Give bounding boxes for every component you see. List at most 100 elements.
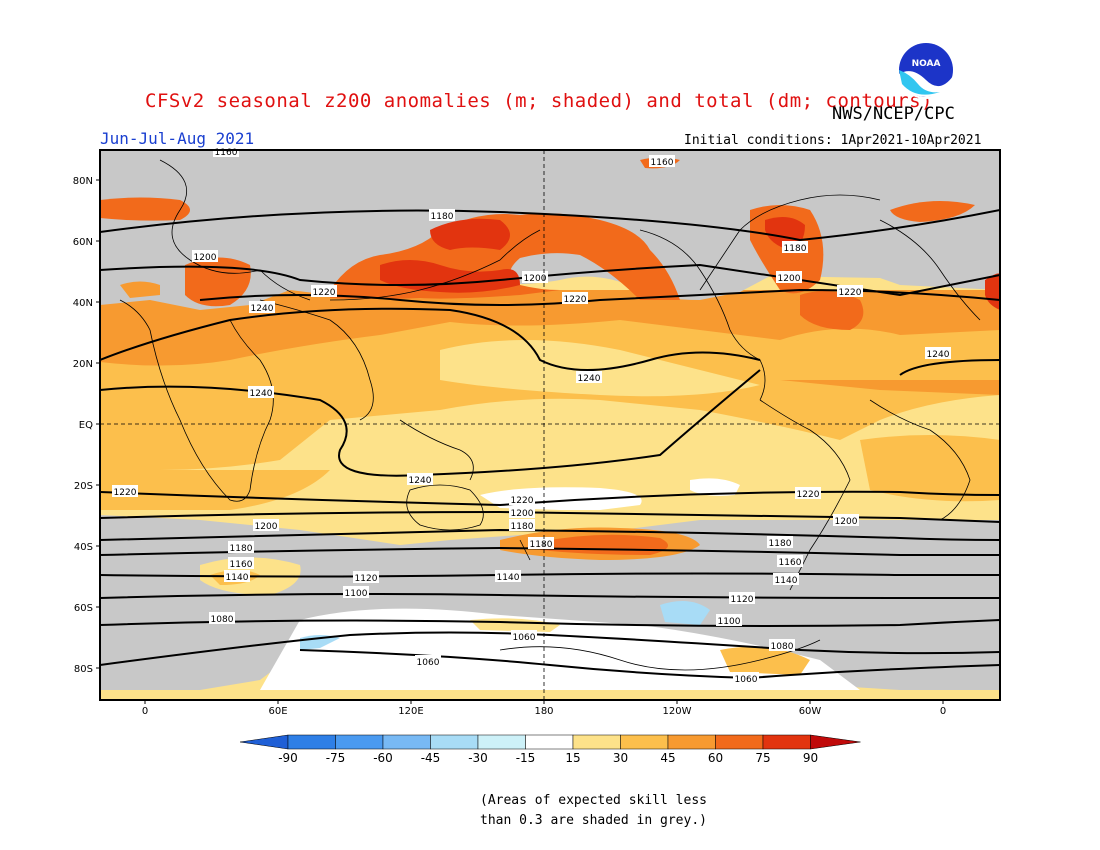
lon-label: 0 <box>142 706 148 717</box>
lon-label: 120E <box>398 706 423 717</box>
contour-label: 1140 <box>226 573 249 583</box>
logo-text: NOAA <box>912 59 941 69</box>
contour-line <box>100 593 1000 600</box>
contour-label: 1140 <box>775 576 798 586</box>
anomaly-band-near-zero <box>260 608 860 690</box>
lat-label: EQ <box>79 420 93 431</box>
contour-label: 1160 <box>651 158 674 168</box>
lat-label: 40S <box>74 542 93 553</box>
colorbar-tick-label: -90 <box>278 751 298 765</box>
contour-label: 1220 <box>797 490 820 500</box>
colorbar-arrow-left <box>239 734 289 750</box>
contour-label: 1240 <box>409 476 432 486</box>
shaded-field <box>100 150 1000 700</box>
anomaly-band-60-75 <box>100 197 190 221</box>
contour-label: 1220 <box>839 288 862 298</box>
contour-line <box>100 263 1000 297</box>
colorbar-segment <box>762 734 811 750</box>
contour-label: 1180 <box>769 539 792 549</box>
contour-label: 1240 <box>251 304 274 314</box>
anomaly-band-45-60 <box>100 290 1000 366</box>
lat-label: 60S <box>74 603 93 614</box>
contour-label: 1240 <box>578 374 601 384</box>
contour-line <box>100 490 1000 507</box>
lon-label: 0 <box>940 706 946 717</box>
colorbar-segment <box>715 734 764 750</box>
colorbar: -90 -75 -60 -45 -30 -15 15 30 45 60 75 90 <box>239 734 861 765</box>
contour-line <box>100 209 1000 242</box>
colorbar-tick-label: -75 <box>326 751 346 765</box>
anomaly-band-neg-15-30 <box>660 601 710 625</box>
contour-label: 1200 <box>835 517 858 527</box>
colorbar-tick-label: 90 <box>803 751 818 765</box>
colorbar-tick-label: -15 <box>516 751 536 765</box>
contour-label: 1160 <box>779 558 802 568</box>
colorbar-tick-label: -60 <box>373 751 393 765</box>
colorbar-segment <box>620 734 669 750</box>
contour-label: 1160 <box>215 148 238 158</box>
contour-label: 1220 <box>114 488 137 498</box>
lon-label: 180 <box>534 706 553 717</box>
colorbar-segment <box>667 734 716 750</box>
colorbar-tick-label: 45 <box>660 751 675 765</box>
lat-axis: 80N 60N 40N 20N EQ 20S 40S 60S 80S <box>73 176 100 675</box>
anomaly-band-60-75 <box>890 201 975 222</box>
lat-label: 20S <box>74 481 93 492</box>
colorbar-tick-label: 15 <box>565 751 580 765</box>
anomaly-band-60-75 <box>185 257 251 307</box>
contour-line <box>100 510 1000 523</box>
contour-label: 1120 <box>731 595 754 605</box>
skill-footnote-line1: (Areas of expected skill less <box>480 793 707 808</box>
anomaly-band-30-45 <box>720 646 810 675</box>
lon-label: 120W <box>663 706 692 717</box>
contour-label: 1220 <box>313 288 336 298</box>
contour-line <box>899 359 1000 376</box>
anomaly-band-near-zero <box>690 478 740 496</box>
contour-label: 1060 <box>513 633 536 643</box>
colorbar-tick-label: -30 <box>468 751 488 765</box>
noaa-logo: NOAA <box>897 41 955 99</box>
colorbar-segment <box>477 734 526 750</box>
anomaly-band-30-45 <box>100 470 330 510</box>
contour-line <box>100 307 761 371</box>
contour-line <box>100 572 1000 578</box>
lat-label: 80S <box>74 664 93 675</box>
contour-label: 1180 <box>784 244 807 254</box>
contour-label: 1140 <box>497 573 520 583</box>
period-label: Jun-Jul-Aug 2021 <box>100 129 255 148</box>
colorbar-segment <box>382 734 431 750</box>
contour-line <box>100 528 1000 541</box>
contour-label: 1180 <box>511 522 534 532</box>
contour-label: 1060 <box>417 658 440 668</box>
contour-label: 1200 <box>255 522 278 532</box>
lon-axis: 0 60E 120E 180 120W 60W 0 <box>142 700 946 717</box>
contour-label: 1120 <box>355 574 378 584</box>
contour-labels: 1160 1160 1180 1200 1220 1240 1200 1220 … <box>112 145 951 685</box>
agency-label: NWS/NCEP/CPC <box>832 104 955 124</box>
lat-label: 20N <box>73 359 93 370</box>
anomaly-band-15-30 <box>440 340 760 397</box>
contour-label: 1080 <box>211 615 234 625</box>
contour-label: 1060 <box>735 675 758 685</box>
contours <box>100 209 1000 680</box>
contour-label: 1100 <box>718 617 741 627</box>
contour-label: 1080 <box>771 642 794 652</box>
contour-line <box>100 546 1000 557</box>
contour-line <box>100 631 1000 666</box>
colorbar-segment <box>572 734 621 750</box>
initial-conditions-label: Initial conditions: 1Apr2021-10Apr2021 <box>684 133 982 148</box>
lat-label: 60N <box>73 237 93 248</box>
contour-label: 1180 <box>230 544 253 554</box>
contour-label: 1100 <box>345 589 368 599</box>
colorbar-tick-label: 75 <box>755 751 770 765</box>
contour-label: 1180 <box>431 212 454 222</box>
contour-label: 1200 <box>511 509 534 519</box>
colorbar-tick-label: -45 <box>421 751 441 765</box>
lon-label: 60W <box>799 706 822 717</box>
colorbar-tick-label: 30 <box>613 751 628 765</box>
colorbar-tick-label: 60 <box>708 751 723 765</box>
anomaly-band-45-60 <box>120 281 160 298</box>
coastlines <box>119 159 981 671</box>
colorbar-segment <box>525 734 574 750</box>
